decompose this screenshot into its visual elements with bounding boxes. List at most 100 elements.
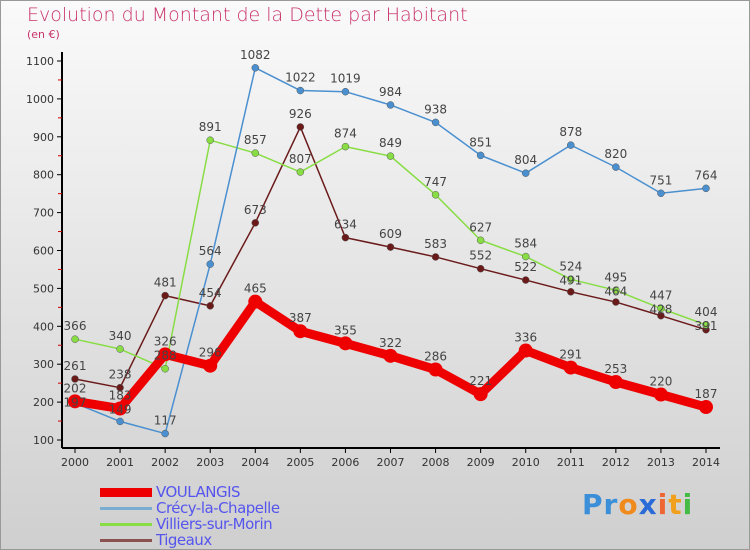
y-tick-label: 800 <box>33 169 54 182</box>
y-tick-label: 200 <box>33 396 54 409</box>
data-label: 183 <box>109 389 132 403</box>
data-label: 288 <box>154 349 177 363</box>
data-label: 564 <box>199 244 222 258</box>
data-label: 1082 <box>240 48 271 62</box>
data-label: 984 <box>379 85 402 99</box>
data-point <box>473 387 488 402</box>
data-point <box>476 151 485 160</box>
data-point <box>702 184 710 193</box>
data-point <box>203 358 218 373</box>
data-point <box>567 141 575 149</box>
y-tick-label: 400 <box>33 320 54 333</box>
data-label: 387 <box>289 311 312 325</box>
y-tick-label: 1000 <box>26 93 54 106</box>
data-label: 296 <box>199 346 222 360</box>
data-point <box>567 275 575 284</box>
data-point <box>428 362 443 377</box>
x-tick-label: 2002 <box>151 456 179 469</box>
data-label: 874 <box>334 127 357 141</box>
x-tick-label: 2009 <box>467 456 495 469</box>
data-label: 851 <box>469 135 492 149</box>
legend-swatch <box>100 522 152 526</box>
x-tick-label: 2000 <box>61 456 89 469</box>
data-point <box>251 149 260 157</box>
data-point <box>699 400 713 415</box>
x-tick-label: 2001 <box>106 456 134 469</box>
chart-subtitle: (en €) <box>27 28 60 41</box>
data-label: 149 <box>109 403 132 417</box>
data-label: 464 <box>604 284 627 298</box>
x-tick-label: 2011 <box>557 456 585 469</box>
data-point <box>206 302 214 310</box>
data-point <box>341 87 350 96</box>
data-label: 202 <box>64 381 87 395</box>
data-point <box>657 189 665 198</box>
data-label: 583 <box>424 237 447 251</box>
data-point <box>161 291 169 300</box>
legend-swatch <box>100 538 152 542</box>
data-point <box>521 252 530 261</box>
data-label: 340 <box>109 329 132 343</box>
legend-item: Villiers-sur-Morin <box>100 515 273 533</box>
data-label: 878 <box>559 125 582 139</box>
legend-swatch <box>100 487 152 497</box>
data-label: 322 <box>379 336 402 350</box>
data-label: 751 <box>649 173 672 187</box>
data-point <box>338 336 353 351</box>
data-point <box>116 383 124 392</box>
data-label: 938 <box>424 102 447 116</box>
data-label: 253 <box>604 362 627 376</box>
data-point <box>563 360 578 375</box>
proxiti-logo: Proxiti <box>582 488 694 521</box>
legend-item: Crécy-la-Chapelle <box>100 500 280 516</box>
data-label: 465 <box>244 282 267 296</box>
data-point <box>431 118 440 127</box>
data-label: 261 <box>64 359 87 373</box>
legend-label: VOULANGIS <box>156 483 241 501</box>
data-point <box>161 364 169 373</box>
data-point <box>251 64 260 72</box>
data-point <box>248 294 263 309</box>
chart-title: Evolution du Montant de la Dette par Hab… <box>27 4 468 26</box>
x-tick-label: 2006 <box>331 456 359 469</box>
data-point <box>341 233 350 242</box>
data-label: 584 <box>514 237 537 251</box>
y-tick-label: 700 <box>33 207 54 220</box>
data-point <box>296 168 305 176</box>
data-label: 1019 <box>330 72 361 86</box>
y-tick-label: 100 <box>33 434 54 447</box>
legend-item: VOULANGIS <box>100 483 241 501</box>
data-label: 286 <box>424 350 447 364</box>
data-point <box>476 236 485 245</box>
x-tick-label: 2004 <box>241 456 269 469</box>
data-label: 807 <box>289 152 312 166</box>
data-point <box>206 260 214 268</box>
data-label: 187 <box>695 387 718 401</box>
data-point <box>612 163 620 171</box>
data-point <box>567 288 575 296</box>
data-point <box>612 298 620 306</box>
data-point <box>71 335 79 343</box>
data-label: 634 <box>334 218 357 232</box>
y-tick-label: 300 <box>33 358 54 371</box>
x-tick-label: 2003 <box>196 456 224 469</box>
legend-label: Villiers-sur-Morin <box>156 515 273 533</box>
data-point <box>68 394 82 409</box>
data-point <box>476 264 485 273</box>
data-label: 627 <box>469 220 492 234</box>
data-point <box>116 417 124 426</box>
data-label: 491 <box>559 273 582 287</box>
data-label: 849 <box>379 136 402 150</box>
data-point <box>431 253 440 261</box>
y-tick-label: 500 <box>33 282 54 295</box>
data-label: 454 <box>199 286 222 300</box>
data-label: 117 <box>154 414 177 428</box>
data-label: 926 <box>289 107 312 121</box>
data-label: 673 <box>244 203 267 217</box>
x-tick-label: 2005 <box>286 456 314 469</box>
data-label: 552 <box>469 249 492 263</box>
x-tick-label: 2010 <box>512 456 540 469</box>
data-label: 355 <box>334 323 357 337</box>
data-point <box>296 123 305 131</box>
